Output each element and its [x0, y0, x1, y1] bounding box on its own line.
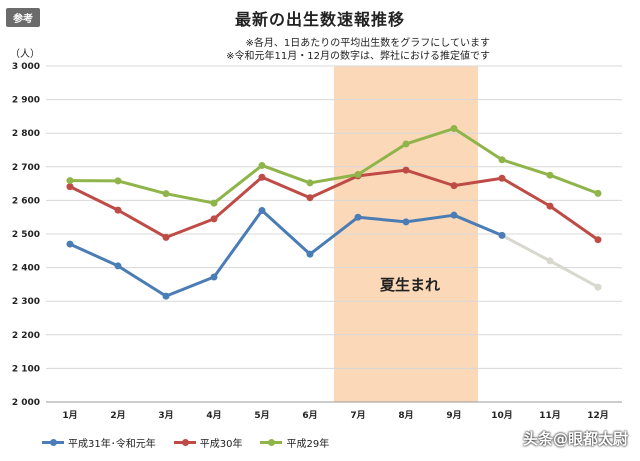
legend-swatch-h29: [260, 439, 283, 446]
y-tick-label: 2 000: [12, 398, 40, 408]
footnote-estimate: ※令和元年11月・12月の数字は、弊社における推定値です: [226, 51, 490, 62]
data-point-r1: [498, 231, 506, 239]
legend-item-h30: 平成30年: [173, 435, 243, 450]
x-tick-label: 5月: [254, 410, 269, 421]
data-point-r1: [210, 273, 218, 281]
data-point-r1: [114, 262, 122, 270]
x-tick-label: 4月: [206, 410, 221, 421]
data-point-h29: [66, 177, 74, 185]
y-tick-label: 3 000: [12, 62, 40, 72]
y-tick-label: 2 900: [12, 96, 40, 106]
x-tick-label: 9月: [446, 410, 461, 421]
data-point-r1: [450, 211, 458, 219]
data-point-h29: [450, 124, 458, 132]
data-point-r1: [162, 292, 170, 300]
data-point-h29: [594, 189, 602, 197]
legend-swatch-r1: [42, 439, 64, 446]
legend-label-r1: 平成31年･令和元年: [68, 439, 156, 450]
data-point-h30: [162, 233, 170, 241]
data-point-r1: [66, 240, 74, 248]
y-tick-label: 2 200: [12, 331, 40, 341]
data-point-r1: [306, 250, 314, 258]
data-point-h29: [306, 179, 314, 187]
data-point-r1: [258, 206, 266, 214]
x-tick-label: 7月: [350, 410, 365, 421]
data-point-r1: [594, 283, 602, 291]
x-tick-label: 8月: [398, 410, 413, 421]
data-point-h30: [450, 182, 458, 190]
data-point-h30: [594, 236, 602, 244]
y-tick-label: 2 100: [12, 364, 40, 374]
legend-label-h30: 平成30年: [199, 439, 243, 450]
data-point-r1: [402, 218, 410, 226]
legend-item-h29: 平成29年: [260, 435, 329, 450]
y-tick-label: 2 500: [12, 230, 40, 240]
data-point-h30: [114, 206, 122, 214]
data-point-h30: [66, 183, 74, 191]
legend-label-h29: 平成29年: [286, 439, 330, 450]
summer-label: 夏生まれ: [380, 276, 441, 294]
x-tick-label: 12月: [587, 410, 609, 421]
y-axis-unit: （人）: [10, 49, 40, 60]
data-point-h30: [258, 173, 266, 181]
data-point-h29: [258, 161, 266, 169]
data-point-h29: [498, 156, 506, 164]
x-tick-label: 3月: [158, 410, 173, 421]
legend-swatch-h30: [173, 439, 196, 446]
data-point-h29: [546, 171, 554, 179]
data-point-h29: [210, 199, 218, 207]
footnote-average: ※各月、1日あたりの平均出生数をグラフにしています: [245, 38, 490, 49]
data-point-h29: [354, 171, 362, 179]
data-point-h30: [498, 174, 506, 182]
x-tick-label: 10月: [491, 410, 513, 421]
data-point-h29: [402, 140, 410, 148]
series-line-r1: [69, 208, 503, 298]
series-line-h30: [69, 168, 599, 241]
y-tick-label: 2 300: [12, 297, 40, 307]
data-point-h30: [402, 166, 410, 174]
watermark: 头条@眼都太尉: [522, 430, 628, 448]
x-tick-label: 2月: [110, 410, 125, 421]
data-point-r1: [546, 257, 554, 265]
y-tick-label: 2 600: [12, 196, 40, 206]
data-point-h29: [114, 177, 122, 185]
data-point-h30: [306, 194, 314, 202]
legend: 平成31年･令和元年 平成30年 平成29年: [42, 435, 329, 450]
series-line-h29: [69, 126, 599, 205]
x-tick-label: 6月: [302, 410, 317, 421]
data-point-h30: [546, 202, 554, 210]
chart-title: 最新の出生数速報推移: [234, 10, 405, 29]
legend-item-r1: 平成31年･令和元年: [42, 435, 156, 450]
y-tick-label: 2 700: [12, 163, 40, 173]
data-point-h30: [210, 215, 218, 223]
reference-badge: 参考: [6, 8, 40, 27]
y-tick-label: 2 400: [12, 264, 40, 274]
data-point-r1: [354, 213, 362, 221]
data-point-h29: [162, 190, 170, 198]
y-tick-label: 2 800: [12, 129, 40, 139]
x-tick-label: 1月: [62, 410, 77, 421]
x-tick-label: 11月: [539, 410, 561, 421]
